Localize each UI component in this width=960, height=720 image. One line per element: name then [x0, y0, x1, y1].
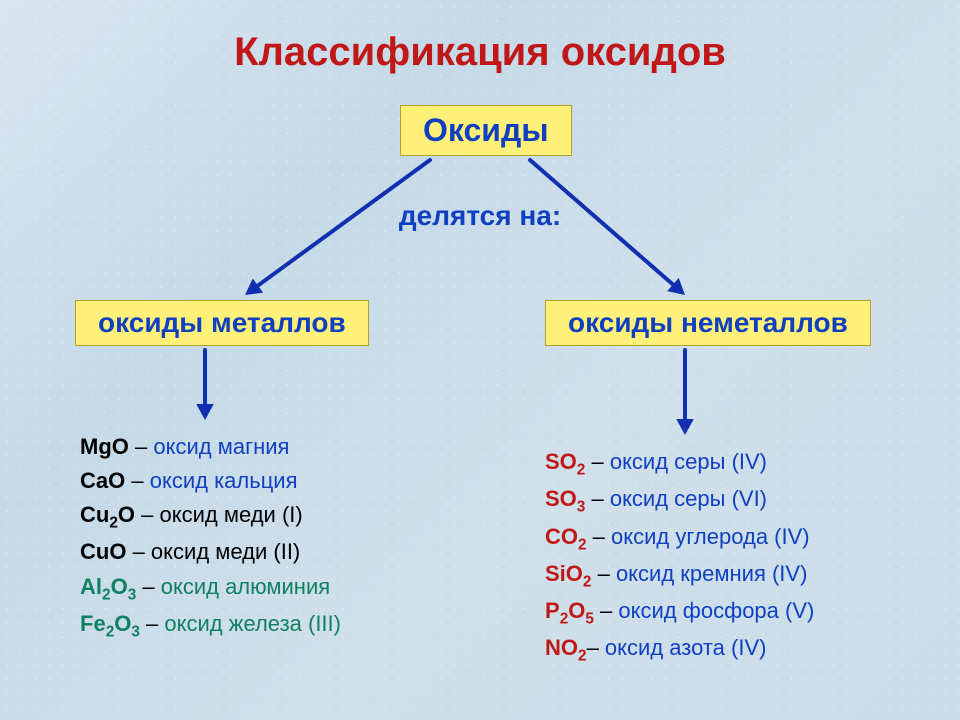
formula: NO2 — [545, 635, 587, 660]
nonmetal-oxides-item: SiO2 – оксид кремния (IV) — [545, 557, 814, 594]
compound-name: оксид азота (IV) — [605, 635, 767, 660]
metal-oxides-item: Al2O3 – оксид алюминия — [80, 570, 341, 607]
separator: – — [126, 539, 150, 564]
formula: SiO2 — [545, 561, 591, 586]
formula: Cu2O — [80, 502, 135, 527]
nonmetal-oxides-item: P2O5 – оксид фосфора (V) — [545, 594, 814, 631]
compound-name: оксид меди (II) — [151, 539, 300, 564]
compound-name: оксид алюминия — [161, 574, 330, 599]
separator: – — [125, 468, 149, 493]
nonmetal-oxides-list: SO2 – оксид серы (IV)SO3 – оксид серы (V… — [545, 445, 814, 669]
formula: Al2O3 — [80, 574, 136, 599]
diagram-title: Классификация оксидов — [0, 30, 960, 75]
metal-oxides-item: CaO – оксид кальция — [80, 464, 341, 498]
mid-label: делятся на: — [0, 200, 960, 232]
formula: CuO — [80, 539, 126, 564]
separator: – — [136, 574, 160, 599]
separator: – — [591, 561, 615, 586]
formula: SO3 — [545, 486, 585, 511]
compound-name: оксид серы (VI) — [610, 486, 767, 511]
separator: – — [135, 502, 159, 527]
metal-oxides-item: Fe2O3 – оксид железа (III) — [80, 607, 341, 644]
branch-nonmetal-oxides: оксиды неметаллов — [545, 300, 871, 346]
diagram-container: Классификация оксидов Оксиды делятся на:… — [0, 0, 960, 720]
compound-name: оксид кремния (IV) — [616, 561, 807, 586]
nonmetal-oxides-item: NO2– оксид азота (IV) — [545, 631, 814, 668]
compound-name: оксид серы (IV) — [610, 449, 767, 474]
metal-oxides-item: Cu2O – оксид меди (I) — [80, 498, 341, 535]
compound-name: оксид магния — [153, 434, 289, 459]
compound-name: оксид кальция — [150, 468, 298, 493]
formula: MgO — [80, 434, 129, 459]
separator: – — [585, 449, 609, 474]
metal-oxides-item: MgO – оксид магния — [80, 430, 341, 464]
separator: – — [140, 611, 164, 636]
compound-name: оксид фосфора (V) — [618, 598, 814, 623]
separator: – — [585, 486, 609, 511]
formula: P2O5 — [545, 598, 594, 623]
formula: CaO — [80, 468, 125, 493]
separator: – — [587, 635, 605, 660]
compound-name: оксид углерода (IV) — [611, 524, 810, 549]
nonmetal-oxides-item: SO3 – оксид серы (VI) — [545, 482, 814, 519]
compound-name: оксид железа (III) — [164, 611, 341, 636]
root-node: Оксиды — [400, 105, 572, 156]
nonmetal-oxides-item: CO2 – оксид углерода (IV) — [545, 520, 814, 557]
separator: – — [587, 524, 611, 549]
formula: SO2 — [545, 449, 585, 474]
separator: – — [594, 598, 618, 623]
branch-metal-oxides: оксиды металлов — [75, 300, 369, 346]
separator: – — [129, 434, 153, 459]
nonmetal-oxides-item: SO2 – оксид серы (IV) — [545, 445, 814, 482]
metal-oxides-list: MgO – оксид магнияCaO – оксид кальцияCu2… — [80, 430, 341, 644]
formula: Fe2O3 — [80, 611, 140, 636]
formula: CO2 — [545, 524, 587, 549]
metal-oxides-item: CuO – оксид меди (II) — [80, 535, 341, 569]
compound-name: оксид меди (I) — [159, 502, 302, 527]
